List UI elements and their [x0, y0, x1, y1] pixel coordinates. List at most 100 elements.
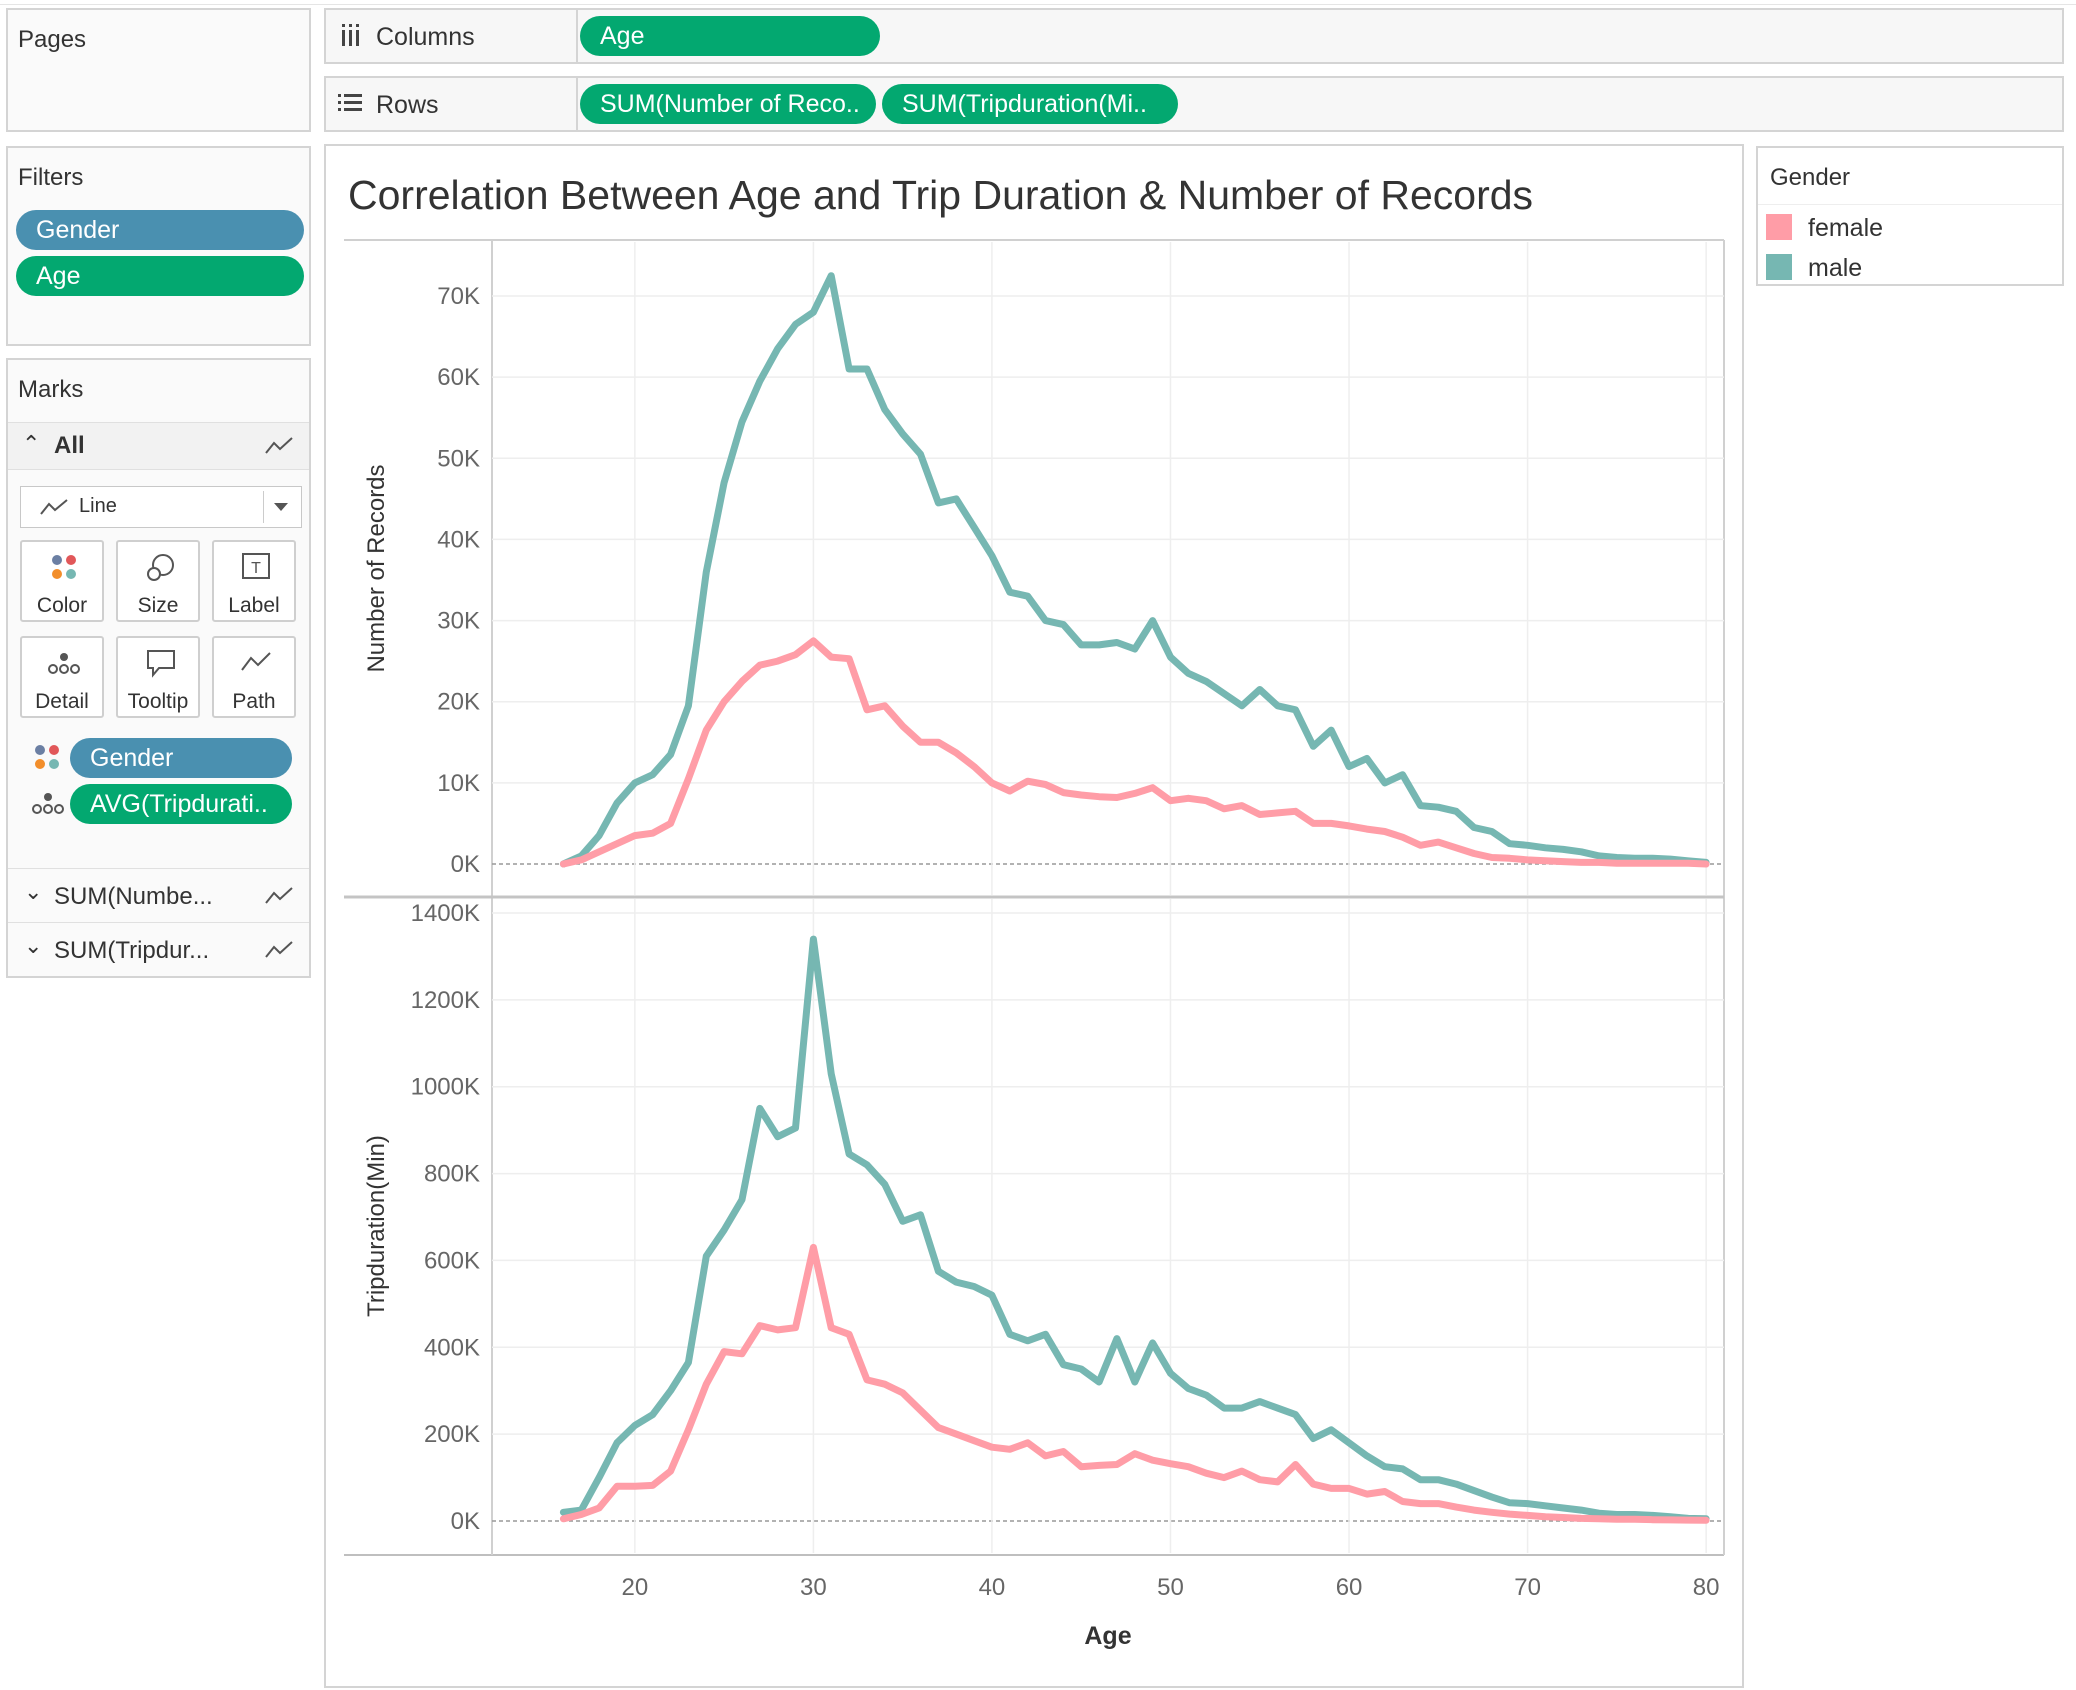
y-tick-label: 1400K: [411, 900, 480, 927]
y-tick-label: 50K: [437, 445, 480, 472]
y-tick-label: 0K: [451, 1508, 480, 1535]
detail-card[interactable]: Detail: [20, 636, 104, 718]
marks-subrow-number-label: SUM(Numbe...: [54, 883, 213, 910]
detail-field-icon: [32, 793, 64, 814]
legend-header-band: [1758, 204, 2062, 205]
x-axis-label: Age: [1084, 1622, 1131, 1650]
color-field-icon: [35, 745, 59, 769]
pages-title: Pages: [18, 26, 87, 53]
marks-title: Marks: [18, 376, 84, 403]
path-line-icon: [241, 652, 271, 671]
detail-card-label: Detail: [35, 690, 89, 713]
legend-swatch-male: [1766, 254, 1792, 280]
color-card-label: Color: [36, 594, 88, 617]
chevron-down-icon[interactable]: ⌄: [24, 879, 43, 904]
rows-icon: [338, 94, 362, 111]
detail-dots-icon: [48, 653, 80, 674]
line-icon: [40, 499, 68, 515]
chevron-up-icon[interactable]: ⌃: [22, 431, 41, 456]
tooltip-card-label: Tooltip: [127, 690, 189, 713]
legend-item-male[interactable]: male: [1766, 250, 2056, 286]
y-tick-label: 1000K: [411, 1074, 480, 1101]
x-tick-label: 40: [979, 1574, 1006, 1601]
rows-label: Rows: [376, 91, 439, 119]
columns-icon: [342, 24, 359, 46]
y-tick-label: 30K: [437, 608, 480, 635]
y-tick-label: 70K: [437, 283, 480, 310]
size-circles-icon: [147, 554, 174, 581]
x-tick-label: 50: [1157, 1574, 1184, 1601]
y-tick-label: 200K: [424, 1421, 480, 1448]
y-tick-label: 40K: [437, 526, 480, 553]
label-card-label: Label: [228, 594, 280, 617]
series-line-female: [559, 1243, 1710, 1524]
y-tick-label: 20K: [437, 689, 480, 716]
tooltip-card[interactable]: Tooltip: [116, 636, 200, 718]
marks-all-label: All: [54, 432, 85, 459]
y-tick-label: 10K: [437, 770, 480, 797]
marks-card: Marks ⌃ All Line Color Size T Label Deta…: [6, 358, 311, 978]
marks-field-avg-tripduration[interactable]: AVG(Tripdurati..: [70, 784, 292, 824]
filters-card: Filters Gender Age: [6, 146, 311, 346]
series-line-male: [559, 935, 1710, 1523]
size-card[interactable]: Size: [116, 540, 200, 622]
legend-label-female: female: [1808, 214, 1884, 242]
rows-pill-number-of-records[interactable]: SUM(Number of Reco..: [580, 84, 876, 124]
rows-pill-tripduration[interactable]: SUM(Tripduration(Mi..: [882, 84, 1178, 124]
x-tick-label: 80: [1693, 1574, 1720, 1601]
line-mark-icon: [265, 941, 293, 958]
y-tick-label: 1200K: [411, 987, 480, 1014]
chevron-down-icon[interactable]: [273, 501, 289, 513]
rows-shelf-header: Rows: [326, 78, 578, 130]
filters-title: Filters: [18, 164, 84, 191]
series-line-female: [559, 637, 1710, 868]
mark-type-label: Line: [79, 495, 117, 517]
top-ruler: [0, 0, 2076, 5]
marks-subrow-tripduration-label: SUM(Tripdur...: [54, 937, 210, 964]
marks-subrow-tripduration[interactable]: ⌄ SUM(Tripdur...: [8, 922, 309, 975]
chevron-down-icon[interactable]: ⌄: [24, 933, 43, 958]
dropdown-divider: [263, 491, 264, 523]
marks-field-gender[interactable]: Gender: [70, 738, 292, 778]
legend-title: Gender: [1770, 164, 1851, 191]
columns-label: Columns: [376, 23, 475, 51]
x-tick-label: 30: [800, 1574, 827, 1601]
worksheet-view: Correlation Between Age and Trip Duratio…: [324, 144, 1744, 1688]
path-card-label: Path: [232, 690, 276, 713]
filter-pill-age[interactable]: Age: [16, 256, 304, 296]
color-card[interactable]: Color: [20, 540, 104, 622]
y-axis-label: Tripduration(Min): [363, 1135, 390, 1317]
gender-legend: Gender female male: [1756, 146, 2064, 286]
y-tick-label: 600K: [424, 1247, 480, 1274]
legend-label-male: male: [1808, 254, 1863, 282]
x-tick-label: 70: [1514, 1574, 1541, 1601]
size-card-label: Size: [137, 594, 179, 617]
pages-card: Pages: [6, 8, 311, 132]
filter-pill-gender[interactable]: Gender: [16, 210, 304, 250]
line-mark-icon: [265, 887, 293, 904]
chart-title: Correlation Between Age and Trip Duratio…: [348, 172, 1534, 218]
y-tick-label: 400K: [424, 1334, 480, 1361]
marks-subrow-number[interactable]: ⌄ SUM(Numbe...: [8, 868, 309, 921]
x-tick-label: 20: [621, 1574, 648, 1601]
columns-shelf: Columns Age: [324, 8, 2064, 64]
mark-type-dropdown[interactable]: Line: [20, 486, 302, 528]
legend-swatch-female: [1766, 214, 1792, 240]
line-mark-icon: [265, 437, 293, 454]
marks-all-row[interactable]: ⌃ All: [8, 422, 309, 470]
label-card[interactable]: T Label: [212, 540, 296, 622]
tooltip-bubble-icon: [147, 650, 175, 678]
path-card[interactable]: Path: [212, 636, 296, 718]
y-tick-label: 800K: [424, 1161, 480, 1188]
series-line-male: [559, 272, 1710, 868]
text-label-icon: T: [242, 553, 270, 579]
columns-pill-age[interactable]: Age: [580, 16, 880, 56]
y-tick-label: 0K: [451, 851, 480, 878]
y-tick-label: 60K: [437, 364, 480, 391]
color-dots-icon: [52, 555, 76, 579]
x-tick-label: 60: [1336, 1574, 1363, 1601]
y-axis-label: Number of Records: [363, 464, 390, 672]
svg-text:T: T: [251, 560, 261, 577]
legend-item-female[interactable]: female: [1766, 210, 2056, 246]
